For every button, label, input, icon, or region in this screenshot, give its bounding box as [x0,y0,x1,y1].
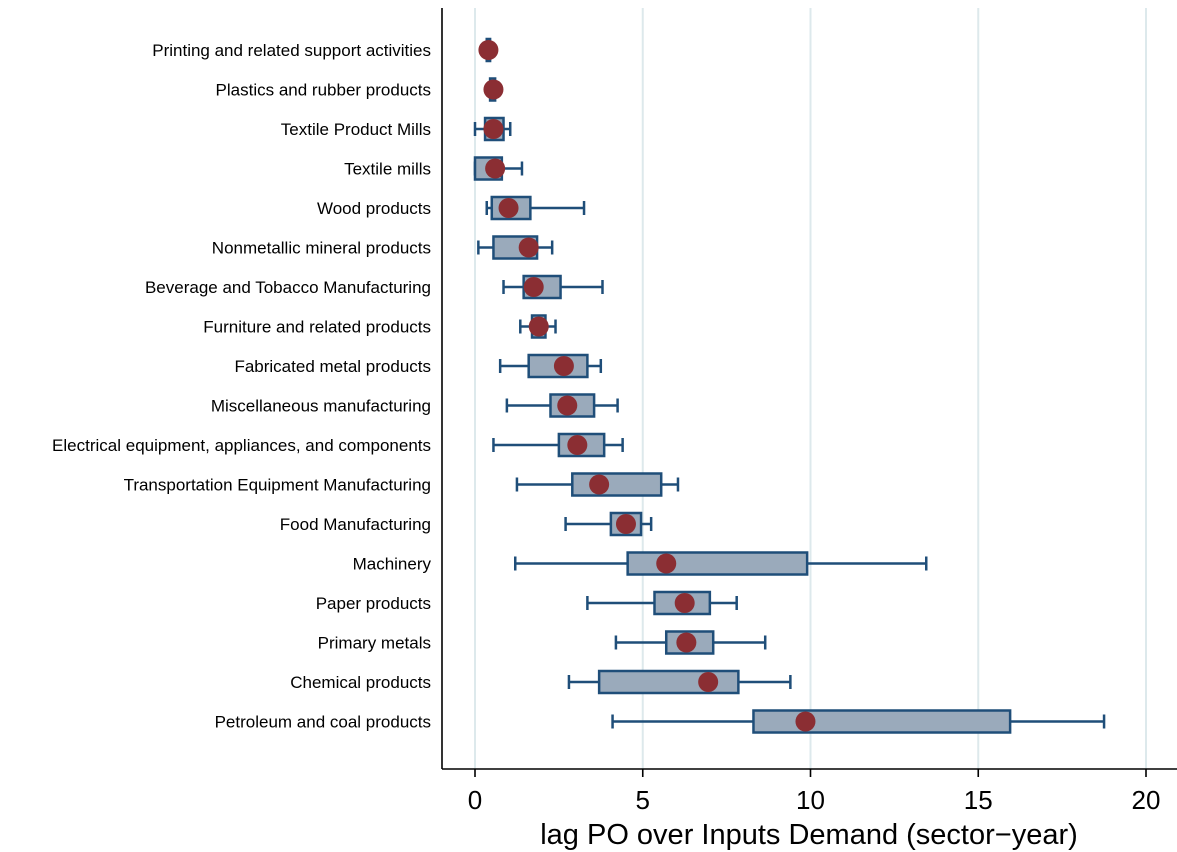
box-item [485,195,586,221]
mean-marker [518,237,539,258]
iqr-box [752,709,1012,734]
category-label: Petroleum and coal products [215,713,431,732]
mean-marker [553,356,574,376]
x-ticks: 0 5 10 15 20 [468,769,1161,815]
box-item [478,37,499,63]
mean-marker [557,395,578,416]
mean-marker [528,316,549,337]
box-item [505,393,619,418]
category-label: Beverage and Tobacco Manufacturing [145,278,431,297]
mean-marker [674,593,695,613]
mean-marker [485,158,506,179]
box-item [483,77,504,102]
box-series [473,37,1106,734]
mean-marker [615,514,636,534]
box-item [492,432,624,458]
category-label: Wood products [317,199,431,218]
box-item [477,235,554,260]
box-item [519,314,557,339]
category-labels: Printing and related support activities P… [52,41,431,732]
category-label: Fabricated metal products [234,357,431,376]
category-label: Food Manufacturing [280,515,431,534]
box-item [502,274,604,300]
mean-marker [676,632,697,653]
box-item [586,590,738,616]
box-item [473,116,512,142]
box-item [514,551,928,576]
x-tick-label: 5 [636,785,650,815]
category-label: Furniture and related products [203,318,431,337]
category-label: Nonmetallic mineral products [212,239,431,258]
mean-marker [483,119,504,139]
box-item [567,669,792,695]
mean-marker [795,711,816,732]
category-label: Miscellaneous manufacturing [211,397,431,416]
category-label: Paper products [316,594,431,613]
iqr-box [626,551,809,576]
mean-marker [698,672,719,692]
x-tick-label: 10 [796,785,825,815]
mean-marker [483,79,504,100]
x-tick-label: 0 [468,785,482,815]
box-item [498,353,603,379]
box-item [473,156,524,181]
box-item [564,511,653,537]
x-axis-title: lag PO over Inputs Demand (sector−year) [540,819,1078,851]
mean-marker [523,277,544,297]
box-item [614,630,767,655]
iqr-box [571,472,663,497]
category-label: Electrical equipment, appliances, and co… [52,436,431,455]
box-item [611,709,1106,734]
axes [441,8,1177,770]
category-label: Machinery [353,555,432,574]
mean-marker [567,435,588,455]
category-label: Chemical products [290,673,431,692]
mean-marker [478,40,499,60]
mean-marker [498,198,519,218]
x-tick-label: 15 [964,785,993,815]
category-label: Printing and related support activities [152,41,431,60]
category-label: Textile Product Mills [281,120,431,139]
category-label: Textile mills [344,160,431,179]
category-label: Primary metals [318,634,431,653]
mean-marker [589,474,610,495]
box-item [515,472,680,497]
mean-marker [656,553,677,574]
category-label: Transportation Equipment Manufacturing [124,476,431,495]
gridlines [474,8,1147,769]
x-tick-label: 20 [1132,785,1161,815]
category-label: Plastics and rubber products [216,81,431,100]
